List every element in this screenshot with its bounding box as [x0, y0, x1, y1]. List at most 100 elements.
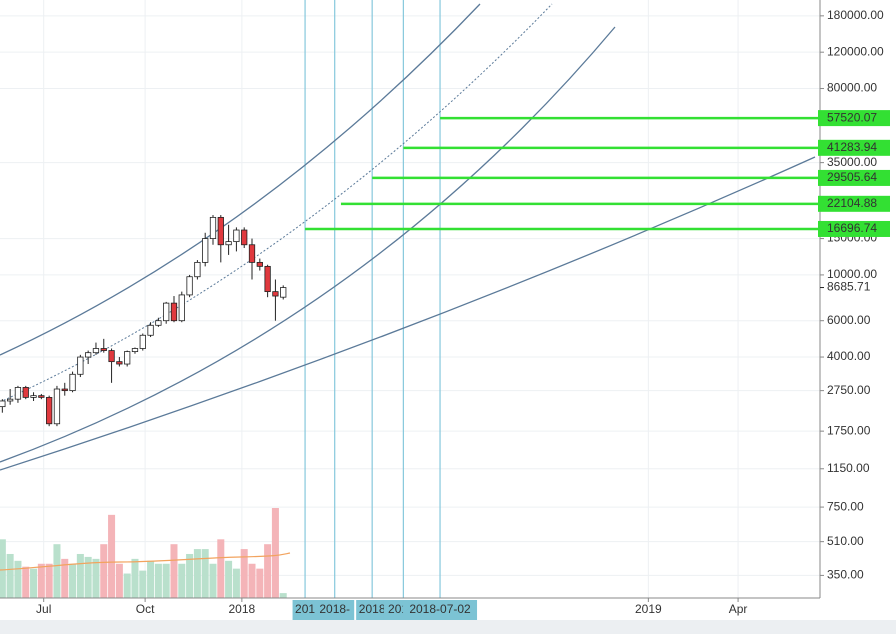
- candle-body: [264, 265, 271, 293]
- x-tick-label: Apr: [729, 602, 748, 616]
- volume-bar: [30, 568, 38, 598]
- level-label: 22104.88: [827, 196, 877, 210]
- volume-bar: [147, 560, 155, 598]
- marker-label-box: [315, 600, 355, 620]
- y-tick-label: 1150.00: [827, 461, 870, 475]
- x-tick-label: 2019: [635, 602, 662, 616]
- candle-body: [170, 302, 178, 322]
- volume-pane: [0, 508, 287, 598]
- volume-bar: [37, 563, 45, 598]
- volume-bar: [279, 593, 287, 598]
- candle-body: [186, 276, 193, 296]
- y-tick-label: 120000.00: [827, 44, 884, 58]
- last-price-label: 8685.71: [827, 280, 871, 294]
- volume-bar: [123, 573, 131, 598]
- volume-bar: [92, 558, 100, 598]
- volume-bar: [53, 544, 61, 598]
- volume-bar: [240, 549, 248, 598]
- volume-bar: [154, 563, 162, 598]
- level-label: 41283.94: [827, 140, 877, 154]
- marker-label: 2018: [359, 602, 386, 616]
- y-tick-label: 35000.00: [827, 155, 877, 169]
- candle-body: [100, 348, 107, 351]
- candle-body: [280, 287, 287, 298]
- candle-body: [178, 294, 185, 322]
- y-tick-label: 750.00: [827, 499, 864, 513]
- volume-bar: [61, 558, 69, 598]
- candle-body: [163, 302, 170, 322]
- footer-strip: [0, 620, 896, 634]
- drawings: [0, 3, 816, 471]
- candle-body: [233, 229, 240, 243]
- candle-body: [124, 351, 131, 365]
- volume-bar: [193, 549, 201, 598]
- volume-bar: [271, 508, 279, 598]
- level-label-box: [818, 139, 890, 156]
- candle-body: [256, 261, 263, 267]
- volume-average: [0, 552, 291, 571]
- candle-body: [77, 356, 84, 375]
- level-label: 29505.64: [827, 170, 877, 184]
- candle-body: [217, 216, 224, 246]
- level-label: 16696.74: [827, 221, 877, 235]
- y-tick-label: 6000.00: [827, 313, 871, 327]
- y-tick-label: 180000.00: [827, 8, 884, 22]
- volume-bar: [100, 544, 108, 598]
- channel-median: [0, 3, 553, 403]
- channel-lower: [0, 26, 616, 463]
- candle-body: [248, 244, 256, 263]
- channel-upper: [0, 3, 481, 356]
- volume-bar: [131, 558, 139, 598]
- marker-label-box: [403, 600, 478, 620]
- volume-bar: [162, 563, 170, 598]
- candle-body: [7, 398, 14, 402]
- level-label-box: [818, 169, 890, 186]
- volume-bar: [108, 514, 116, 598]
- axis: 180000.00120000.0080000.0035000.0015000.…: [36, 8, 890, 620]
- date-markers: [304, 0, 441, 598]
- candle-body: [38, 395, 45, 398]
- grid: [0, 0, 820, 598]
- candle-body: [85, 352, 92, 358]
- marker-label: 201: [295, 602, 315, 616]
- candle-body: [241, 229, 248, 246]
- trend-line: [0, 156, 816, 471]
- candle-body: [225, 241, 232, 246]
- volume-bar: [201, 549, 209, 598]
- candle-body: [30, 395, 37, 398]
- candle-body: [108, 350, 115, 363]
- y-tick-label: 510.00: [827, 534, 864, 548]
- volume-bar: [256, 568, 264, 598]
- marker-label: 2018-: [319, 602, 350, 616]
- volume-bar: [178, 563, 186, 598]
- volume-bar: [139, 570, 147, 598]
- level-label: 57520.07: [827, 110, 877, 124]
- volume-bar: [76, 553, 84, 598]
- volume-bar: [22, 566, 30, 598]
- candle-body: [155, 320, 162, 326]
- candles: [0, 215, 287, 427]
- y-tick-label: 2750.00: [827, 383, 871, 397]
- marker-label: 2018-07-02: [409, 602, 471, 616]
- level-label-box: [818, 195, 890, 212]
- candle-body: [131, 348, 139, 353]
- x-tick-label: Oct: [136, 602, 155, 616]
- volume-bar: [264, 544, 272, 598]
- volume-bar: [217, 539, 225, 598]
- candle-body: [194, 261, 201, 278]
- y-tick-label: 10000.00: [827, 267, 877, 281]
- volume-bar: [14, 560, 22, 598]
- y-tick-label: 350.00: [827, 568, 864, 582]
- volume-bar: [84, 556, 92, 598]
- candle-body: [0, 400, 6, 408]
- candle-body: [61, 388, 68, 392]
- candle-body: [209, 216, 217, 239]
- volume-bar: [186, 553, 194, 598]
- candle-body: [272, 291, 279, 297]
- volume-bar: [170, 544, 178, 598]
- candle-body: [139, 334, 146, 349]
- candle-body: [53, 388, 61, 425]
- level-label-box: [818, 220, 890, 237]
